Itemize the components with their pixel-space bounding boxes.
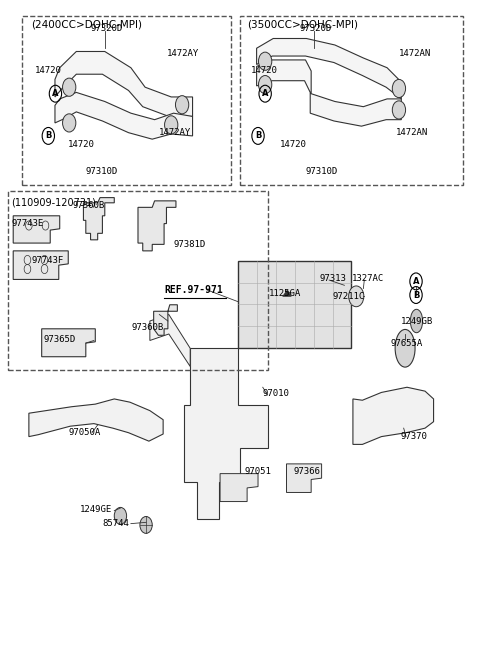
Ellipse shape xyxy=(395,329,415,367)
Circle shape xyxy=(392,101,406,119)
Text: 97655A: 97655A xyxy=(391,339,423,348)
Text: 97366: 97366 xyxy=(293,467,320,476)
Text: 85744: 85744 xyxy=(102,519,129,528)
Text: (3500CC>DOHC-MPI): (3500CC>DOHC-MPI) xyxy=(247,19,358,29)
Text: 1327AC: 1327AC xyxy=(351,274,384,283)
Circle shape xyxy=(348,286,364,307)
Circle shape xyxy=(259,52,272,70)
Text: 1249GE: 1249GE xyxy=(80,505,112,514)
Circle shape xyxy=(259,75,272,94)
Text: (2400CC>DOHC-MPI): (2400CC>DOHC-MPI) xyxy=(31,19,142,29)
Polygon shape xyxy=(55,52,192,117)
Ellipse shape xyxy=(410,309,423,333)
Text: 97211C: 97211C xyxy=(333,292,365,301)
Text: 14720: 14720 xyxy=(35,66,62,75)
Text: 1472AY: 1472AY xyxy=(159,128,192,137)
Text: 97381D: 97381D xyxy=(174,240,206,249)
Text: 97310D: 97310D xyxy=(86,167,118,176)
Polygon shape xyxy=(42,329,96,357)
Polygon shape xyxy=(55,92,192,139)
Text: 1472AN: 1472AN xyxy=(399,49,431,58)
Text: 1125GA: 1125GA xyxy=(268,289,300,297)
Polygon shape xyxy=(13,251,68,280)
Text: 97743E: 97743E xyxy=(12,219,44,228)
Polygon shape xyxy=(29,399,163,441)
Circle shape xyxy=(114,508,127,524)
Text: 97743F: 97743F xyxy=(31,256,63,265)
Text: A: A xyxy=(52,89,59,98)
Circle shape xyxy=(165,116,178,134)
Polygon shape xyxy=(353,387,433,444)
Circle shape xyxy=(140,517,152,533)
Polygon shape xyxy=(84,198,114,240)
Text: 1472AY: 1472AY xyxy=(167,49,199,58)
Text: 97051: 97051 xyxy=(245,467,272,476)
Text: 14720: 14720 xyxy=(251,66,277,75)
Text: 97360B: 97360B xyxy=(73,201,105,210)
Text: A: A xyxy=(413,277,419,286)
Text: 97320D: 97320D xyxy=(300,24,332,33)
Circle shape xyxy=(392,79,406,98)
Polygon shape xyxy=(154,305,178,335)
Text: B: B xyxy=(45,132,51,140)
Text: 97370: 97370 xyxy=(400,432,427,441)
Text: 97310D: 97310D xyxy=(305,167,338,176)
Text: 1472AN: 1472AN xyxy=(396,128,428,137)
Text: 97320D: 97320D xyxy=(91,24,123,33)
Polygon shape xyxy=(257,60,401,126)
Text: REF.97-971: REF.97-971 xyxy=(164,285,223,295)
Circle shape xyxy=(62,78,76,96)
Text: 14720: 14720 xyxy=(68,140,95,149)
Text: 97010: 97010 xyxy=(263,389,289,398)
Text: 14720: 14720 xyxy=(280,140,307,149)
Text: 1249GB: 1249GB xyxy=(401,316,433,326)
Polygon shape xyxy=(13,215,60,243)
Text: B: B xyxy=(255,132,261,140)
Circle shape xyxy=(62,114,76,132)
Text: A: A xyxy=(262,89,268,98)
FancyBboxPatch shape xyxy=(238,261,351,348)
Text: 97050A: 97050A xyxy=(68,428,100,437)
Polygon shape xyxy=(220,474,258,502)
Text: (110909-120731): (110909-120731) xyxy=(12,198,96,208)
Text: 97360B: 97360B xyxy=(132,323,164,332)
Polygon shape xyxy=(287,464,322,493)
Circle shape xyxy=(176,96,189,114)
Polygon shape xyxy=(150,314,190,366)
Polygon shape xyxy=(283,290,291,296)
Polygon shape xyxy=(184,348,268,519)
Polygon shape xyxy=(257,39,401,99)
Polygon shape xyxy=(138,201,176,251)
Text: 97365D: 97365D xyxy=(43,335,75,344)
Text: 97313: 97313 xyxy=(320,274,347,283)
Text: B: B xyxy=(413,291,419,299)
